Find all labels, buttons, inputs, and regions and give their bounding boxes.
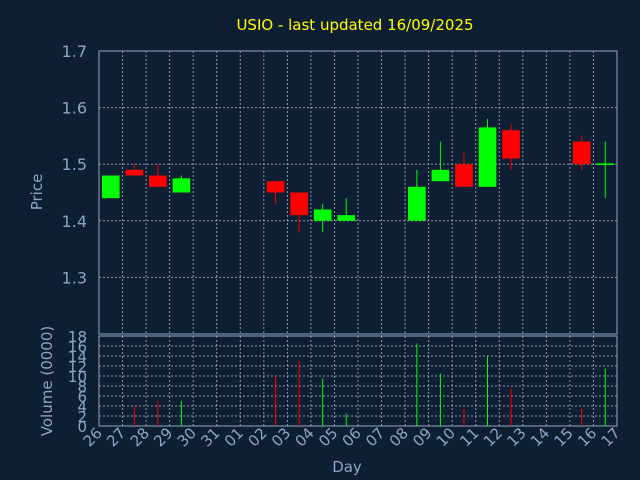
x-tick-label: 13: [503, 424, 529, 450]
x-tick-label: 27: [103, 424, 129, 450]
candle-body: [502, 130, 520, 159]
x-tick-label: 02: [244, 424, 270, 450]
x-axis-label: Day: [332, 458, 362, 476]
price-tick-label: 1.7: [62, 42, 87, 61]
x-tick-label: 07: [362, 424, 388, 450]
x-tick-label: 08: [386, 424, 412, 450]
volume-tick-label: 12: [68, 358, 87, 376]
volume-tick-label: 10: [68, 368, 87, 386]
x-tick-label: 11: [456, 424, 482, 450]
volume-tick-label: 0: [77, 418, 87, 436]
volume-tick-label: 18: [68, 328, 87, 346]
x-tick-label: 03: [268, 424, 294, 450]
x-tick-label: 29: [150, 424, 176, 450]
volume-tick-label: 14: [68, 348, 87, 366]
candle-11: [478, 118, 497, 187]
candle-body: [149, 175, 167, 187]
volume-tick-label: 6: [77, 388, 87, 406]
candle-body: [290, 192, 308, 216]
candle-body: [266, 181, 285, 193]
candle-body: [572, 141, 591, 165]
x-tick-label: 16: [574, 424, 600, 450]
volume-tick-label: 16: [68, 338, 87, 356]
candle-05: [337, 198, 356, 221]
candle-body: [431, 169, 450, 182]
price-panel: 1.3 1.4 1.5 1.6 1.7: [62, 42, 618, 335]
candle-02: [266, 181, 285, 204]
x-tick-label: 12: [480, 424, 506, 450]
candle-body: [455, 164, 473, 187]
candle-27: [125, 164, 144, 176]
x-axis-ticks: 2627282930310102030405060708091011121314…: [80, 424, 624, 450]
x-tick-label: 05: [315, 424, 341, 450]
volume-tick-label: 8: [77, 378, 87, 396]
candle-body: [478, 127, 497, 187]
x-tick-label: 14: [527, 424, 553, 450]
candle-12: [502, 124, 520, 170]
price-tick-label: 1.4: [62, 212, 87, 231]
volume-axis-label: Volume (0000): [38, 326, 56, 436]
candle-28: [149, 164, 167, 187]
candle-08: [408, 169, 426, 221]
candle-09: [431, 141, 450, 182]
candle-15: [572, 135, 591, 170]
x-tick-label: 10: [433, 424, 459, 450]
x-tick-label: 04: [292, 424, 318, 450]
x-tick-label: 17: [598, 424, 624, 450]
price-tick-label: 1.3: [62, 268, 87, 287]
candle-16: [596, 141, 615, 199]
x-tick-label: 30: [174, 424, 200, 450]
chart-title: USIO - last updated 16/09/2025: [236, 16, 473, 34]
volume-tick-label: 2: [77, 408, 87, 426]
x-tick-label: 28: [127, 424, 153, 450]
candle-10: [455, 152, 473, 187]
x-tick-label: 09: [409, 424, 435, 450]
price-axis-label: Price: [28, 174, 46, 211]
x-tick-label: 31: [197, 424, 223, 450]
candle-body: [125, 169, 144, 176]
candle-body: [313, 209, 332, 221]
candle-body: [172, 178, 191, 193]
candle-04: [313, 203, 332, 233]
volume-tick-label: 4: [77, 398, 87, 416]
candle-29: [172, 175, 191, 193]
x-tick-label: 01: [221, 424, 247, 450]
candle-26: [101, 175, 120, 199]
candle-body: [337, 215, 356, 221]
candle-body: [101, 175, 120, 199]
x-tick-label: 15: [551, 424, 577, 450]
candle-03: [290, 192, 308, 233]
x-tick-label: 06: [339, 424, 365, 450]
candle-body: [408, 186, 426, 221]
price-tick-label: 1.5: [62, 155, 87, 174]
price-tick-label: 1.6: [62, 99, 87, 118]
